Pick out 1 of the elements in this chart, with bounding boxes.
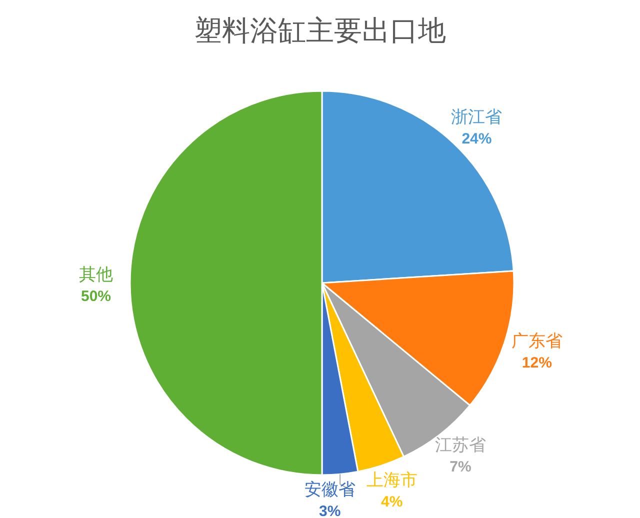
title: 塑料浴缸主要出口地: [194, 15, 446, 46]
